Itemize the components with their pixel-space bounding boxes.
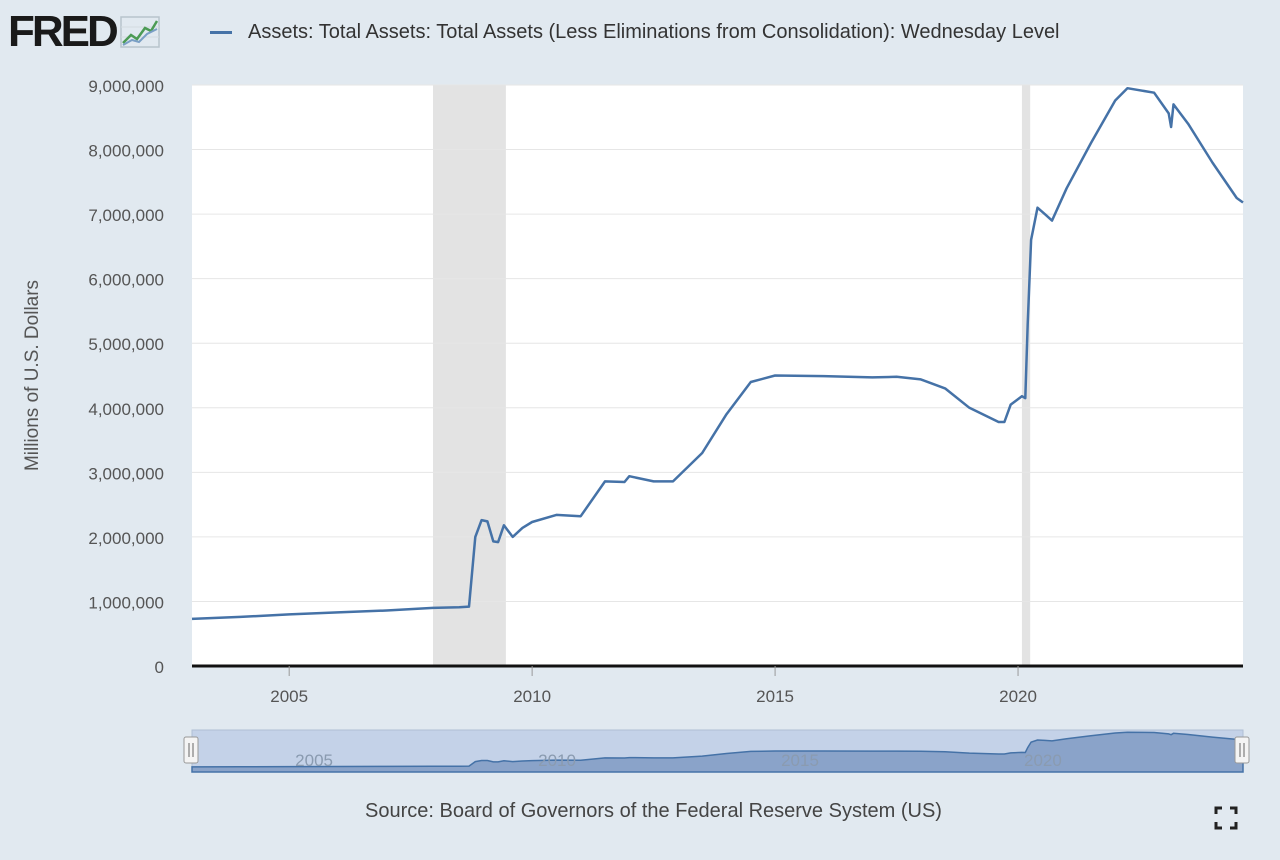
x-tick-label: 2015 bbox=[756, 687, 794, 706]
y-tick-label: 3,000,000 bbox=[88, 464, 164, 483]
plot-background bbox=[192, 85, 1243, 666]
line-chart-icon bbox=[120, 16, 160, 48]
navigator-tick-label: 2010 bbox=[538, 751, 576, 770]
y-tick-label: 7,000,000 bbox=[88, 206, 164, 225]
source-note: Source: Board of Governors of the Federa… bbox=[365, 800, 942, 822]
navigator-tick-label: 2020 bbox=[1024, 751, 1062, 770]
legend-swatch bbox=[210, 30, 232, 34]
legend-label: Assets: Total Assets: Total Assets (Less… bbox=[248, 20, 1060, 43]
y-tick-label: 5,000,000 bbox=[88, 335, 164, 354]
y-tick-label: 2,000,000 bbox=[88, 529, 164, 548]
y-tick-label: 0 bbox=[155, 658, 164, 677]
navigator-tick-label: 2005 bbox=[295, 751, 333, 770]
series-line bbox=[191, 86, 1244, 621]
navigator-right-handle[interactable] bbox=[1234, 736, 1250, 764]
navigator-series-area bbox=[191, 731, 1244, 773]
x-tick-label: 2005 bbox=[270, 687, 308, 706]
legend-item[interactable]: Assets: Total Assets: Total Assets (Less… bbox=[210, 18, 1060, 46]
recession-band bbox=[433, 85, 506, 666]
fullscreen-icon[interactable] bbox=[1214, 806, 1238, 830]
x-tick-label: 2020 bbox=[999, 687, 1037, 706]
fred-logo[interactable]: FRED bbox=[8, 8, 160, 56]
navigator-tick-label: 2015 bbox=[781, 751, 819, 770]
drag-handle-icon bbox=[183, 736, 199, 764]
drag-handle-icon bbox=[1234, 736, 1250, 764]
fred-logo-text: FRED bbox=[8, 7, 119, 56]
navigator-left-handle[interactable] bbox=[183, 736, 199, 764]
y-tick-label: 4,000,000 bbox=[88, 400, 164, 419]
chart: 0 1,000,000 2,000,000 3,000,000 4,000,000 5,0… bbox=[22, 77, 1250, 773]
x-tick-label: 2010 bbox=[513, 687, 551, 706]
y-tick-label: 1,000,000 bbox=[88, 593, 164, 612]
y-tick-label: 8,000,000 bbox=[88, 142, 164, 161]
y-tick-label: 6,000,000 bbox=[88, 271, 164, 290]
y-axis-label: Millions of U.S. Dollars bbox=[22, 280, 43, 471]
y-tick-label: 9,000,000 bbox=[88, 77, 164, 96]
